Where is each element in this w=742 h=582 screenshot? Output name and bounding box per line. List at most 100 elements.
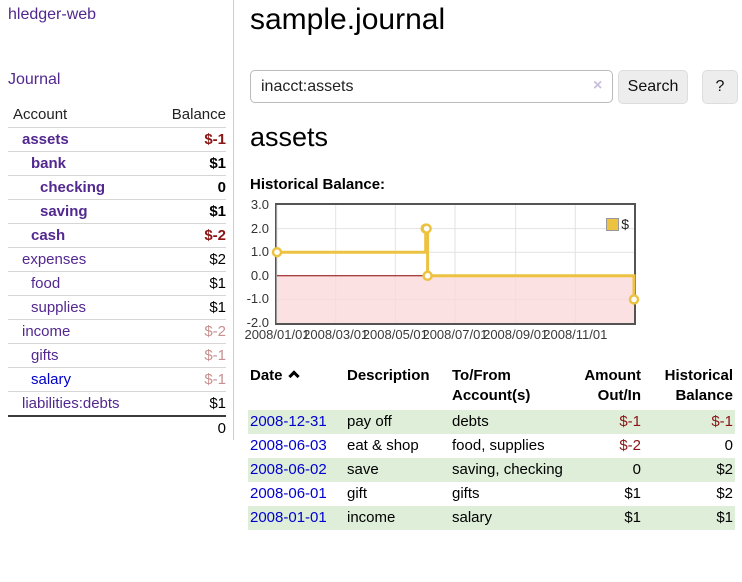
- transaction-description: gift: [347, 485, 368, 502]
- transaction-accounts: gifts: [452, 485, 480, 502]
- account-balance: $2: [209, 251, 226, 268]
- account-balance: $1: [209, 155, 226, 172]
- transaction-date-link[interactable]: 2008-06-02: [250, 461, 327, 478]
- account-heading: assets: [250, 122, 329, 152]
- chart-legend: $: [606, 216, 629, 232]
- register-row: 2008-06-02 save saving, checking 0 $2: [248, 458, 735, 482]
- transaction-description: save: [347, 461, 379, 478]
- y-axis-tick-label: 0.0: [250, 267, 269, 283]
- x-axis-tick-label: 2008/03/01: [303, 327, 369, 342]
- accounts-column-balance: Balance: [171, 106, 226, 123]
- transaction-date-link[interactable]: 2008-01-01: [250, 509, 327, 526]
- account-balance: $-1: [204, 131, 226, 148]
- sidebar-account-gifts[interactable]: gifts: [31, 347, 59, 364]
- x-axis-tick-label: 2008/11/01: [543, 327, 608, 342]
- transaction-balance: $2: [716, 485, 733, 502]
- transaction-date-link[interactable]: 2008-12-31: [250, 413, 327, 430]
- register-column-description: Description: [347, 367, 430, 384]
- account-balance: 0: [217, 179, 226, 196]
- y-axis-tick-label: -1.0: [246, 291, 269, 307]
- page-title: sample.journal: [250, 3, 446, 36]
- account-row: saving $1: [8, 199, 226, 223]
- account-row: cash $-2: [8, 223, 226, 247]
- balance-chart-svg: [271, 205, 640, 323]
- transaction-balance: $-1: [711, 413, 733, 430]
- sidebar-account-assets[interactable]: assets: [22, 131, 69, 148]
- account-balance: $1: [209, 395, 226, 412]
- y-axis-tick-label: -2.0: [246, 315, 269, 330]
- account-balance: $-2: [204, 323, 226, 340]
- sidebar-account-cash[interactable]: cash: [31, 227, 66, 244]
- y-axis-tick-label: 3.0: [250, 197, 269, 212]
- transaction-accounts: food, supplies: [452, 437, 545, 454]
- x-axis-tick-label: 2008/07/01: [422, 327, 488, 342]
- sidebar-account-salary[interactable]: salary: [31, 371, 72, 388]
- transaction-balance: 0: [724, 437, 733, 454]
- transaction-amount: $-2: [619, 437, 641, 454]
- help-button[interactable]: ?: [702, 70, 738, 104]
- account-balance: $-1: [204, 347, 226, 364]
- account-row: checking 0: [8, 175, 226, 199]
- register-column-balance: Historical Balance: [664, 367, 733, 404]
- transaction-amount: $-1: [619, 413, 641, 430]
- account-row: expenses $2: [8, 247, 226, 271]
- sidebar-account-saving[interactable]: saving: [40, 203, 88, 220]
- account-row: gifts $-1: [8, 343, 226, 367]
- transaction-amount: $1: [624, 485, 641, 502]
- accounts-table: Account Balance assets $-1 bank $1 checkin…: [8, 103, 226, 439]
- register-row: 2008-12-31 pay off debts $-1 $-1: [248, 410, 735, 434]
- sidebar-account-food[interactable]: food: [31, 275, 61, 292]
- transaction-description: pay off: [347, 413, 392, 430]
- transaction-amount: $1: [624, 509, 641, 526]
- account-row: food $1: [8, 271, 226, 295]
- x-axis-tick-label: 2008/01/01: [244, 327, 310, 342]
- x-axis-tick-label: 2008/09/01: [483, 327, 549, 342]
- chart-y-axis: 3.0 2.0 1.0 0.0 -1.0 -2.0: [232, 197, 272, 330]
- register-row: 2008-06-03 eat & shop food, supplies $-2…: [248, 434, 735, 458]
- x-axis-tick-label: 2008/05/01: [362, 327, 428, 342]
- sidebar-account-income[interactable]: income: [22, 323, 71, 340]
- chart-title: Historical Balance:: [250, 176, 386, 193]
- transaction-description: income: [347, 509, 396, 526]
- account-row: supplies $1: [8, 295, 226, 319]
- transaction-balance: $2: [716, 461, 733, 478]
- search-input[interactable]: [250, 70, 613, 103]
- sidebar-account-bank[interactable]: bank: [31, 155, 67, 172]
- register-column-date[interactable]: Date: [248, 364, 345, 410]
- account-balance: $1: [209, 203, 226, 220]
- sidebar-account-expenses[interactable]: expenses: [22, 251, 87, 268]
- transaction-accounts: saving, checking: [452, 461, 563, 478]
- sidebar-account-liabilities-debts[interactable]: liabilities:debts: [22, 395, 120, 412]
- y-axis-tick-label: 1.0: [250, 244, 269, 260]
- transaction-amount: 0: [632, 461, 641, 478]
- account-balance: $1: [209, 299, 226, 316]
- account-balance: $1: [209, 275, 226, 292]
- sidebar: hledger-web Journal Account Balance asse…: [0, 0, 234, 440]
- transaction-balance: $1: [716, 509, 733, 526]
- sidebar-item-journal[interactable]: Journal: [8, 71, 61, 88]
- balance-chart-plot-area: $: [271, 203, 640, 325]
- transaction-date-link[interactable]: 2008-06-01: [250, 485, 327, 502]
- app-brand-link[interactable]: hledger-web: [8, 6, 97, 23]
- legend-label: $: [621, 216, 629, 232]
- chart-x-axis: 2008/01/01 2008/03/01 2008/05/01 2008/07/01…: [244, 327, 634, 343]
- account-row: salary $-1: [8, 367, 226, 391]
- register-row: 2008-01-01 income salary $1 $1: [248, 506, 735, 530]
- account-row: bank $1: [8, 151, 226, 175]
- clear-search-icon[interactable]: ×: [593, 77, 603, 94]
- register-row: 2008-06-01 gift gifts $1 $2: [248, 482, 735, 506]
- transaction-description: eat & shop: [347, 437, 419, 454]
- y-axis-tick-label: 2.0: [250, 220, 269, 236]
- sort-ascending-icon: [287, 370, 300, 382]
- sidebar-account-supplies[interactable]: supplies: [31, 299, 87, 316]
- register-table: Date Description To/From Account(s) Amoun…: [248, 364, 735, 530]
- accounts-total-row: 0: [8, 415, 226, 439]
- register-column-accounts: To/From Account(s): [452, 367, 531, 404]
- transaction-date-link[interactable]: 2008-06-03: [250, 437, 327, 454]
- transaction-accounts: salary: [452, 509, 493, 526]
- register-column-amount: Amount Out/In: [584, 367, 641, 404]
- account-row: income $-2: [8, 319, 226, 343]
- sidebar-account-checking[interactable]: checking: [40, 179, 106, 196]
- search-button[interactable]: Search: [618, 70, 688, 104]
- accounts-table-header: Account Balance: [8, 103, 226, 127]
